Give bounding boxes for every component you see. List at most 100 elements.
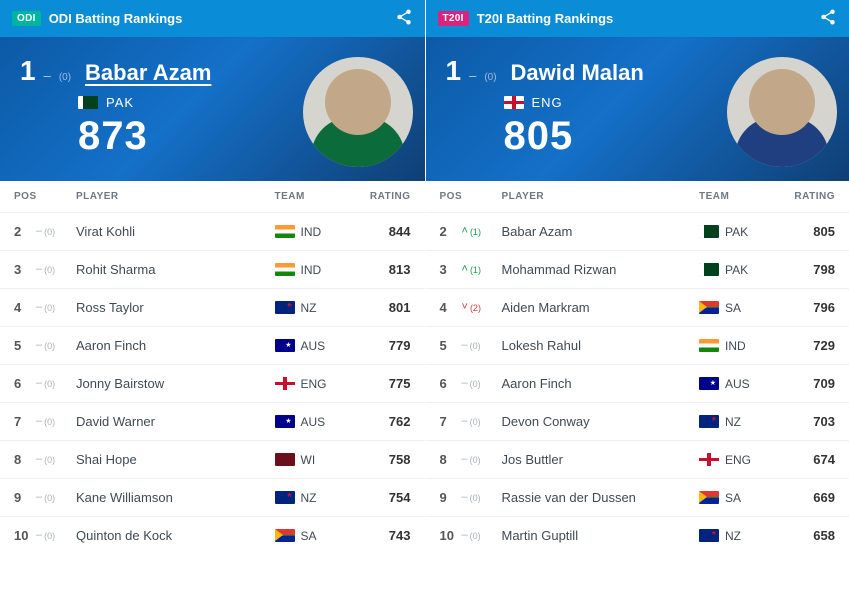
table-row[interactable]: 6–(0)Aaron FinchAUS709 xyxy=(426,364,849,402)
flag-icon xyxy=(275,491,295,504)
row-pos: 2 xyxy=(14,224,36,239)
change-arrow-icon: ˅ xyxy=(462,302,468,313)
row-team: IND xyxy=(275,263,353,277)
hero-avatar xyxy=(303,57,413,167)
row-pos: 3 xyxy=(14,262,36,277)
row-player: Kane Williamson xyxy=(76,490,275,505)
change-value: (0) xyxy=(44,303,55,313)
table-row[interactable]: 9–(0)Rassie van der DussenSA669 xyxy=(426,478,849,516)
row-player: Ross Taylor xyxy=(76,300,275,315)
hero-trend-value: (0) xyxy=(59,72,71,83)
flag-icon xyxy=(699,453,719,466)
row-change: –(0) xyxy=(36,340,76,351)
flag-icon xyxy=(275,263,295,276)
table-row[interactable]: 2˄(1)Babar AzamPAK805 xyxy=(426,212,849,250)
table-row[interactable]: 6–(0)Jonny BairstowENG775 xyxy=(0,364,425,402)
row-change: –(0) xyxy=(462,340,502,351)
team-code: SA xyxy=(301,529,317,543)
rankings-panel-t20i: T20I T20I Batting Rankings 1 – (0) Dawid… xyxy=(425,0,849,554)
row-player: Mohammad Rizwan xyxy=(502,262,700,277)
table-row[interactable]: 5–(0)Lokesh RahulIND729 xyxy=(426,326,849,364)
change-value: (1) xyxy=(470,227,481,237)
share-icon xyxy=(819,8,837,26)
change-arrow-icon: – xyxy=(36,340,42,351)
row-rating: 658 xyxy=(777,528,835,543)
panel-header: T20I T20I Batting Rankings xyxy=(426,0,849,37)
row-rating: 669 xyxy=(777,490,835,505)
hero-country-code: PAK xyxy=(106,95,134,110)
flag-icon xyxy=(699,301,719,314)
change-value: (0) xyxy=(44,341,55,351)
table-row[interactable]: 8–(0)Jos ButtlerENG674 xyxy=(426,440,849,478)
table-row[interactable]: 7–(0)Devon ConwayNZ703 xyxy=(426,402,849,440)
flag-icon xyxy=(275,225,295,238)
row-change: –(0) xyxy=(462,454,502,465)
row-player: Shai Hope xyxy=(76,452,275,467)
format-badge: ODI xyxy=(12,11,41,26)
hero-trend-symbol: – xyxy=(469,68,476,83)
flag-icon xyxy=(699,263,719,276)
table-header: POS PLAYER TEAM RATING xyxy=(426,181,849,212)
change-arrow-icon: – xyxy=(462,416,468,427)
row-player: Babar Azam xyxy=(502,224,700,239)
row-rating: 709 xyxy=(777,376,835,391)
table-row[interactable]: 5–(0)Aaron FinchAUS779 xyxy=(0,326,425,364)
row-team: AUS xyxy=(699,377,777,391)
hero-avatar xyxy=(727,57,837,167)
table-row[interactable]: 3–(0)Rohit SharmaIND813 xyxy=(0,250,425,288)
row-player: Rassie van der Dussen xyxy=(502,490,700,505)
row-team: IND xyxy=(275,225,353,239)
panel-title: ODI Batting Rankings xyxy=(49,11,183,26)
team-code: ENG xyxy=(301,377,327,391)
table-row[interactable]: 3˄(1)Mohammad RizwanPAK798 xyxy=(426,250,849,288)
change-value: (0) xyxy=(470,417,481,427)
row-rating: 674 xyxy=(777,452,835,467)
table-row[interactable]: 4–(0)Ross TaylorNZ801 xyxy=(0,288,425,326)
top-player-hero[interactable]: 1 – (0) Dawid Malan ENG 805 xyxy=(426,37,849,181)
hero-trend-symbol: – xyxy=(44,68,51,83)
row-team: NZ xyxy=(275,301,353,315)
hero-rank: 1 xyxy=(446,55,462,87)
row-player: Rohit Sharma xyxy=(76,262,275,277)
row-change: –(0) xyxy=(462,492,502,503)
table-row[interactable]: 9–(0)Kane WilliamsonNZ754 xyxy=(0,478,425,516)
row-change: –(0) xyxy=(36,378,76,389)
change-arrow-icon: – xyxy=(36,302,42,313)
row-rating: 754 xyxy=(353,490,411,505)
table-row[interactable]: 10–(0)Martin GuptillNZ658 xyxy=(426,516,849,554)
row-team: ENG xyxy=(275,377,353,391)
share-button[interactable] xyxy=(395,8,413,29)
team-code: SA xyxy=(725,491,741,505)
table-row[interactable]: 2–(0)Virat KohliIND844 xyxy=(0,212,425,250)
share-button[interactable] xyxy=(819,8,837,29)
table-row[interactable]: 4˅(2)Aiden MarkramSA796 xyxy=(426,288,849,326)
team-code: AUS xyxy=(301,415,326,429)
row-team: IND xyxy=(699,339,777,353)
row-pos: 5 xyxy=(440,338,462,353)
row-rating: 729 xyxy=(777,338,835,353)
change-value: (0) xyxy=(44,493,55,503)
flag-icon xyxy=(275,301,295,314)
row-pos: 10 xyxy=(14,528,36,543)
change-value: (0) xyxy=(470,341,481,351)
row-rating: 762 xyxy=(353,414,411,429)
table-row[interactable]: 7–(0)David WarnerAUS762 xyxy=(0,402,425,440)
change-arrow-icon: – xyxy=(36,378,42,389)
change-value: (0) xyxy=(44,227,55,237)
top-player-hero[interactable]: 1 – (0) Babar Azam PAK 873 xyxy=(0,37,425,181)
row-player: Martin Guptill xyxy=(502,528,700,543)
flag-icon xyxy=(275,377,295,390)
row-change: ˄(1) xyxy=(462,264,502,275)
rankings-rows: 2˄(1)Babar AzamPAK8053˄(1)Mohammad Rizwa… xyxy=(426,212,849,554)
row-change: –(0) xyxy=(36,416,76,427)
flag-icon xyxy=(699,415,719,428)
rankings-container: ODI ODI Batting Rankings 1 – (0) Babar A… xyxy=(0,0,849,554)
table-row[interactable]: 8–(0)Shai HopeWI758 xyxy=(0,440,425,478)
row-team: SA xyxy=(699,491,777,505)
row-player: Aaron Finch xyxy=(76,338,275,353)
table-header: POS PLAYER TEAM RATING xyxy=(0,181,425,212)
flag-icon xyxy=(699,377,719,390)
table-row[interactable]: 10–(0)Quinton de KockSA743 xyxy=(0,516,425,554)
change-value: (1) xyxy=(470,265,481,275)
share-icon xyxy=(395,8,413,26)
